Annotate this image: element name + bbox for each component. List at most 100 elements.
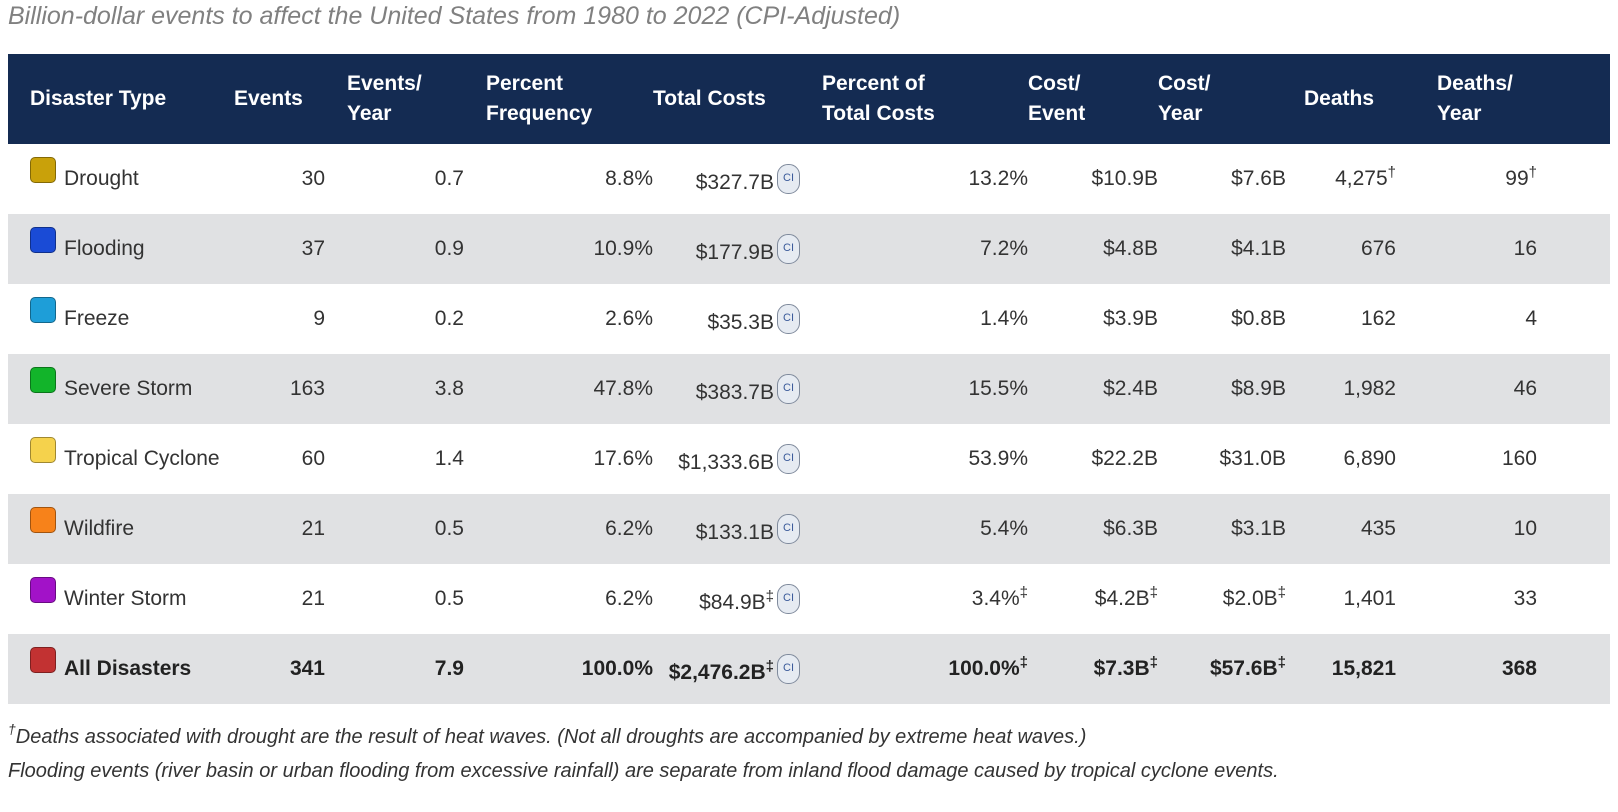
deaths-per-year-cell: 4 (1396, 284, 1537, 354)
cost-per-event-cell: $3.9B (1028, 284, 1158, 354)
deaths-per-year-cell: 46 (1396, 354, 1537, 424)
table-row: Flooding 37 0.9 10.9% $177.9B CI 7.2% $4.8B $4.1… (8, 214, 1610, 284)
cost-per-event-cell-value: $3.9B (1103, 307, 1158, 330)
table-row: Wildfire 21 0.5 6.2% $133.1B CI 5.4% $6.3B $3.1B… (8, 494, 1610, 564)
total-costs-cell: $84.9B‡ CI (653, 564, 800, 634)
cost-per-year-cell-value: $7.6B (1231, 167, 1286, 190)
cost-per-event-cell: $22.2B (1028, 424, 1158, 494)
percent-total-costs-cell-value: 15.5% (968, 377, 1028, 400)
cost-per-event-cell: $2.4B (1028, 354, 1158, 424)
confidence-interval-button[interactable]: CI (777, 513, 800, 544)
color-swatch (30, 577, 56, 603)
events-cell-value: 37 (301, 237, 325, 260)
color-swatch (30, 297, 56, 323)
header-percent-frequency: Percent Frequency (464, 54, 653, 144)
events-per-year-cell: 3.8 (325, 354, 464, 424)
events-cell: 60 (234, 424, 325, 494)
percent-frequency-cell-value: 17.6% (593, 447, 653, 470)
disaster-type-label: Flooding (64, 237, 145, 260)
disaster-type-cell: Freeze (8, 284, 234, 354)
confidence-interval-button[interactable]: CI (777, 233, 800, 264)
percent-total-costs-cell-value: 7.2% (980, 237, 1028, 260)
disaster-type-label: All Disasters (64, 657, 192, 680)
total-costs-cell-value: $383.7B (695, 380, 774, 404)
deaths-cell-value: 676 (1360, 237, 1396, 260)
confidence-interval-button[interactable]: CI (777, 163, 800, 194)
cost-per-year-cell-value: $31.0B (1219, 447, 1286, 470)
color-swatch (30, 437, 56, 463)
deaths-per-year-cell-value: 16 (1513, 237, 1537, 260)
total-costs-cell: $1,333.6B CI (653, 424, 800, 494)
deaths-per-year-cell-value: 368 (1501, 657, 1537, 680)
cost-per-year-cell: $2.0B‡ (1158, 564, 1286, 634)
events-cell-value: 60 (301, 447, 325, 470)
confidence-interval-button[interactable]: CI (777, 653, 800, 684)
percent-frequency-cell-value: 8.8% (605, 167, 653, 190)
footnote-mark: ‡ (765, 657, 774, 675)
footnote-mark: ‡ (1019, 584, 1028, 601)
spacer-cell (1537, 634, 1610, 704)
color-swatch (30, 227, 56, 253)
header-cost-per-year: Cost/ Year (1158, 54, 1286, 144)
header-deaths-per-year: Deaths/ Year (1396, 54, 1537, 144)
spacer-cell (1537, 214, 1610, 284)
header-spacer (1537, 54, 1610, 144)
events-cell: 341 (234, 634, 325, 704)
events-per-year-cell: 0.5 (325, 564, 464, 634)
footnotes: †Deaths associated with drought are the … (8, 720, 1279, 788)
events-per-year-cell: 1.4 (325, 424, 464, 494)
dagger-mark: † (8, 721, 16, 737)
cost-per-year-cell: $31.0B (1158, 424, 1286, 494)
events-cell-value: 30 (301, 167, 325, 190)
deaths-per-year-cell: 16 (1396, 214, 1537, 284)
events-cell-value: 21 (301, 517, 325, 540)
total-costs-cell: $383.7B CI (653, 354, 800, 424)
percent-total-costs-cell: 100.0%‡ (800, 634, 1028, 704)
footnote-mark: ‡ (1149, 654, 1158, 671)
percent-frequency-cell: 6.2% (464, 494, 653, 564)
deaths-cell: 15,821 (1286, 634, 1396, 704)
total-costs-cell: $2,476.2B‡ CI (653, 634, 800, 704)
footnote-mark: ‡ (765, 587, 774, 605)
header-percent-total-costs: Percent of Total Costs (800, 54, 1028, 144)
cost-per-event-cell-value: $22.2B (1091, 447, 1158, 470)
deaths-cell-value: 6,890 (1343, 447, 1396, 470)
deaths-cell: 1,982 (1286, 354, 1396, 424)
events-cell-value: 163 (289, 377, 325, 400)
percent-total-costs-cell: 5.4% (800, 494, 1028, 564)
cost-per-year-cell: $8.9B (1158, 354, 1286, 424)
footnote-mark: ‡ (1277, 584, 1286, 601)
percent-total-costs-cell-value: 1.4% (980, 307, 1028, 330)
disaster-type-label: Severe Storm (64, 377, 193, 400)
events-per-year-cell-value: 3.8 (434, 377, 464, 400)
disaster-type-cell: Drought (8, 144, 234, 214)
spacer-cell (1537, 284, 1610, 354)
confidence-interval-button[interactable]: CI (777, 373, 800, 404)
header-events-per-year: Events/ Year (325, 54, 464, 144)
confidence-interval-button[interactable]: CI (777, 443, 800, 474)
disaster-type-label: Freeze (64, 307, 130, 330)
deaths-per-year-cell-value: 33 (1513, 587, 1537, 610)
disaster-type-cell: Tropical Cyclone (8, 424, 234, 494)
header-events: Events (234, 54, 325, 144)
disaster-summary-table: Disaster Type Events Events/ Year Percen… (8, 54, 1610, 704)
cost-per-event-cell: $6.3B (1028, 494, 1158, 564)
events-per-year-cell: 0.9 (325, 214, 464, 284)
footnote-drought-deaths: †Deaths associated with drought are the … (8, 720, 1279, 754)
events-cell: 21 (234, 564, 325, 634)
total-costs-cell: $133.1B CI (653, 494, 800, 564)
disaster-type-cell: Severe Storm (8, 354, 234, 424)
percent-total-costs-cell-value: 3.4% (971, 587, 1020, 610)
spacer-cell (1537, 354, 1610, 424)
footnote-text: Deaths associated with drought are the r… (15, 726, 1087, 748)
percent-total-costs-cell: 1.4% (800, 284, 1028, 354)
cost-per-event-cell: $4.2B‡ (1028, 564, 1158, 634)
color-swatch (30, 157, 56, 183)
events-per-year-cell-value: 0.5 (434, 587, 464, 610)
deaths-cell: 4,275† (1286, 144, 1396, 214)
cost-per-year-cell-value: $2.0B (1222, 587, 1278, 610)
confidence-interval-button[interactable]: CI (777, 583, 800, 614)
confidence-interval-button[interactable]: CI (777, 303, 800, 334)
events-per-year-cell-value: 0.5 (434, 517, 464, 540)
events-per-year-cell-value: 0.2 (434, 307, 464, 330)
